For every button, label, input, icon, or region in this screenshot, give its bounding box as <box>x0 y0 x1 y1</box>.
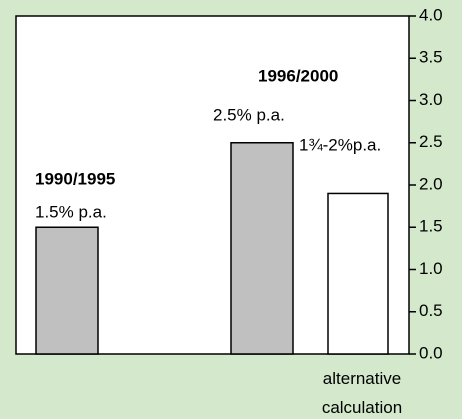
y-tick-label: 3.5 <box>419 48 443 67</box>
x-tick-label: alternative calculation <box>322 369 402 417</box>
value-label: 2.5% p.a. <box>213 105 285 124</box>
y-tick-label: 2.0 <box>419 174 443 193</box>
y-tick-label: 3.0 <box>419 90 443 109</box>
bar <box>327 192 389 355</box>
bar <box>230 142 294 355</box>
y-tick-label: 2.5 <box>419 132 443 151</box>
y-tick-label: 1.0 <box>419 259 443 278</box>
y-tick-label: 1.5 <box>419 217 443 236</box>
group-label: 1996/2000 <box>258 66 338 85</box>
y-tick-label: 0.5 <box>419 301 443 320</box>
y-tick-label: 4.0 <box>419 5 443 24</box>
bar <box>35 226 99 355</box>
group-label: 1990/1995 <box>35 169 115 188</box>
y-tick-label: 0.0 <box>419 343 443 362</box>
value-label: 1¾-2%p.a. <box>299 135 381 154</box>
value-label: 1.5% p.a. <box>35 202 107 221</box>
